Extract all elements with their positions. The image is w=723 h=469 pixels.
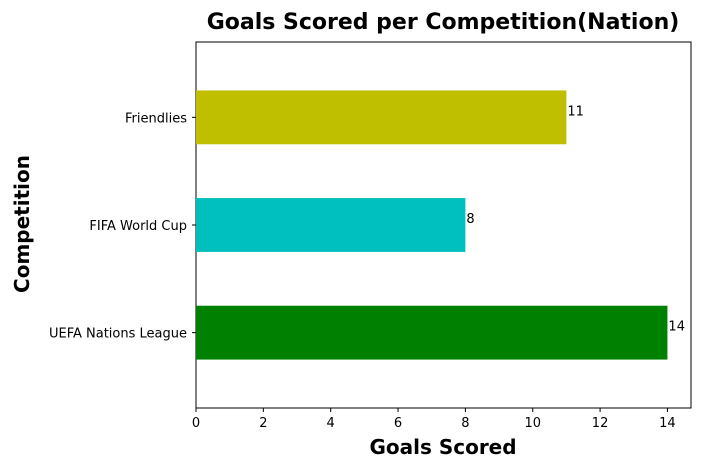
x-axis-label: Goals Scored (369, 435, 516, 459)
x-tick-label-5: 10 (524, 416, 541, 431)
x-tick-label-2: 4 (327, 416, 335, 431)
x-tick-label-0: 0 (192, 416, 200, 431)
y-tick-label-2: Friendlies (125, 111, 187, 126)
y-axis-ticks: UEFA Nations League FIFA World Cup Friendl… (49, 111, 196, 342)
bar-2 (196, 90, 567, 145)
x-tick-label-3: 6 (394, 416, 402, 431)
y-tick-label-0: UEFA Nations League (49, 327, 187, 342)
x-tick-label-6: 12 (592, 416, 609, 431)
x-tick-label-4: 8 (461, 416, 469, 431)
data-label-1: 8 (466, 212, 474, 227)
chart-title: Goals Scored per Competition(Nation) (207, 10, 680, 35)
y-axis-label: Competition (10, 155, 34, 293)
x-axis-ticks: 0 2 4 6 8 10 12 14 (192, 408, 676, 431)
bar-0 (196, 305, 668, 360)
y-tick-label-1: FIFA World Cup (89, 219, 187, 234)
data-label-0: 14 (668, 320, 685, 335)
bars-group: 14 8 11 (196, 90, 685, 360)
x-tick-label-7: 14 (659, 416, 676, 431)
bar-1 (196, 198, 466, 252)
data-label-2: 11 (567, 104, 584, 119)
x-tick-label-1: 2 (259, 416, 267, 431)
